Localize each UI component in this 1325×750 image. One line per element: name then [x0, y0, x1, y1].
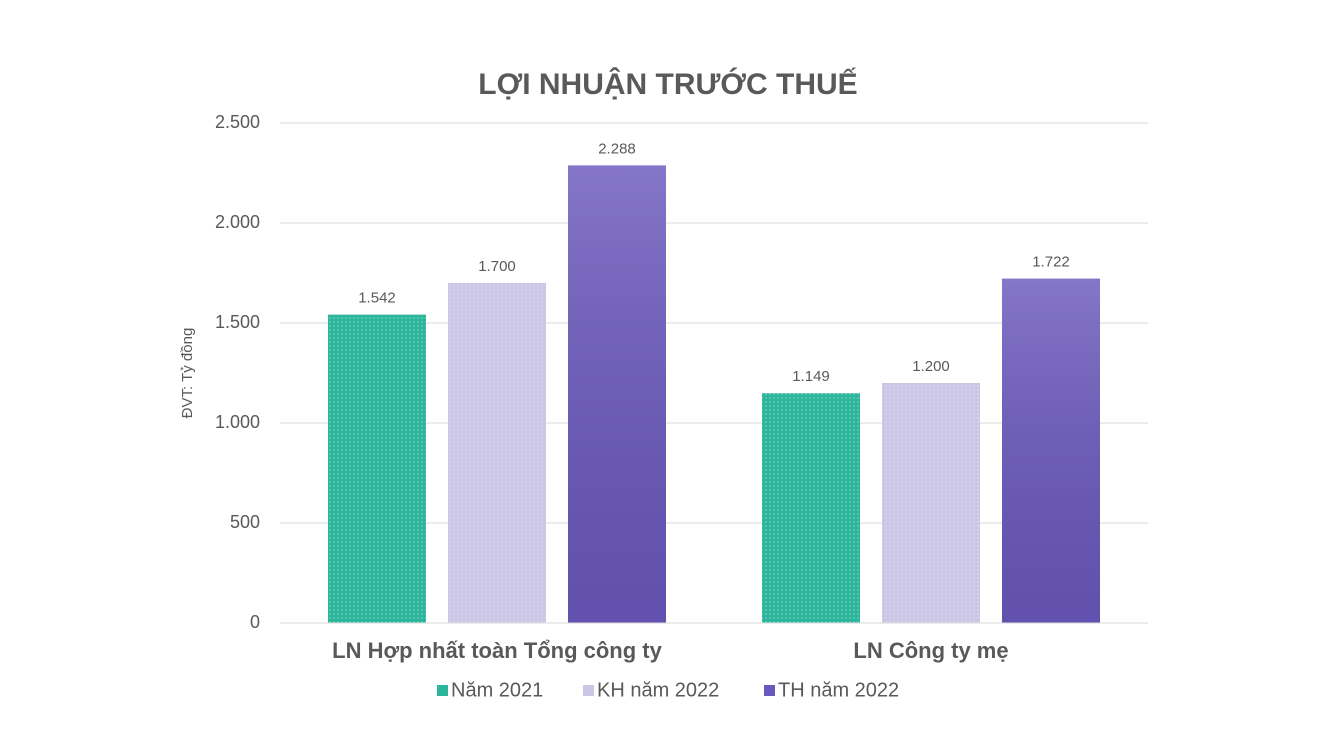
- legend-label: KH năm 2022: [597, 679, 719, 701]
- bar-texture: [448, 283, 546, 623]
- y-tick-label: 2.500: [215, 112, 260, 132]
- legend-marker: [437, 685, 448, 696]
- bar-texture: [762, 393, 860, 623]
- data-label: 1.722: [1032, 254, 1070, 271]
- data-label: 2.288: [598, 140, 636, 157]
- legend-marker: [583, 685, 594, 696]
- bar-texture: [568, 165, 666, 623]
- legend-label: TH năm 2022: [778, 679, 899, 701]
- data-label: 1.542: [358, 290, 396, 307]
- chart-title: LỢI NHUẬN TRƯỚC THUẾ: [478, 67, 857, 101]
- x-tick-label: LN Hợp nhất toàn Tổng công ty: [332, 638, 662, 663]
- data-label: 1.200: [912, 358, 950, 375]
- y-tick-label: 1.000: [215, 412, 260, 432]
- bar-texture: [882, 383, 980, 623]
- data-label: 1.149: [792, 368, 830, 385]
- bar-texture: [328, 314, 426, 623]
- x-tick-label: LN Công ty mẹ: [853, 638, 1008, 663]
- y-tick-label: 500: [230, 512, 260, 532]
- y-tick-label: 0: [250, 612, 260, 632]
- data-label: 1.700: [478, 258, 516, 275]
- y-axis-label: ĐVT: Tỷ đồng: [179, 328, 196, 419]
- legend-label: Năm 2021: [451, 679, 543, 701]
- y-tick-label: 1.500: [215, 312, 260, 332]
- y-tick-label: 2.000: [215, 212, 260, 232]
- bar-texture: [1002, 278, 1100, 623]
- legend-marker: [764, 685, 775, 696]
